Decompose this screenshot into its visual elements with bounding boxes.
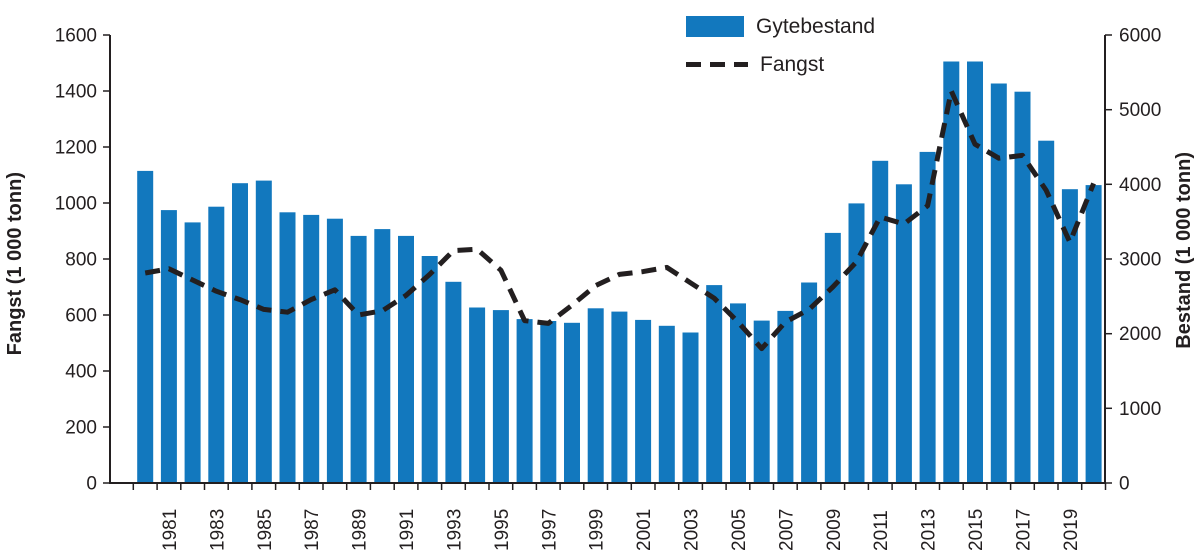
x-tick-label-2001: 2001 bbox=[634, 509, 655, 551]
right-tick-label: 3000 bbox=[1119, 250, 1161, 271]
legend-item-gytebestand: Gytebestand bbox=[686, 16, 875, 37]
bar-1985 bbox=[255, 180, 272, 483]
x-tick-label-2003: 2003 bbox=[682, 509, 703, 551]
bar-2006 bbox=[753, 320, 770, 483]
bar-1982 bbox=[184, 222, 201, 483]
legend: Gytebestand Fangst bbox=[686, 16, 875, 75]
x-tick-label-1999: 1999 bbox=[587, 509, 608, 551]
left-tick-label: 200 bbox=[65, 418, 97, 439]
bar-2017 bbox=[1014, 91, 1031, 483]
bar-1999 bbox=[587, 308, 604, 483]
bar-2014 bbox=[943, 61, 960, 483]
bar-1997 bbox=[540, 321, 557, 483]
bar-2001 bbox=[635, 319, 652, 483]
bar-1989 bbox=[350, 235, 367, 483]
right-tick-label: 6000 bbox=[1119, 26, 1161, 47]
x-tick-label-1981: 1981 bbox=[160, 509, 181, 551]
bar-2016 bbox=[990, 83, 1007, 483]
x-tick-label-1987: 1987 bbox=[302, 509, 323, 551]
bar-1987 bbox=[303, 214, 320, 483]
bar-1981 bbox=[160, 210, 177, 483]
legend-label-gytebestand: Gytebestand bbox=[756, 15, 876, 38]
x-tick-label-1997: 1997 bbox=[539, 509, 560, 551]
bar-2007 bbox=[777, 310, 794, 483]
legend-label-fangst: Fangst bbox=[760, 53, 825, 76]
bar-2010 bbox=[848, 203, 865, 483]
left-tick-label: 1400 bbox=[55, 82, 97, 103]
legend-item-fangst: Fangst bbox=[686, 54, 875, 75]
bar-2005 bbox=[730, 303, 746, 483]
x-tick-label-2007: 2007 bbox=[776, 509, 797, 551]
bar-2000 bbox=[611, 311, 628, 483]
bar-1998 bbox=[564, 322, 580, 483]
x-tick-label-2011: 2011 bbox=[871, 510, 892, 551]
x-tick-label-1989: 1989 bbox=[350, 509, 371, 551]
x-tick-label-2015: 2015 bbox=[966, 509, 987, 551]
bar-2015 bbox=[967, 61, 983, 483]
x-tick-label-2005: 2005 bbox=[729, 509, 750, 551]
x-tick-label-1983: 1983 bbox=[207, 509, 228, 551]
bar-1994 bbox=[469, 307, 486, 483]
left-tick-label: 800 bbox=[65, 250, 97, 271]
x-tick-label-1991: 1991 bbox=[397, 509, 418, 551]
bar-1991 bbox=[398, 235, 414, 483]
bar-2003 bbox=[682, 332, 699, 483]
bar-1984 bbox=[232, 183, 248, 483]
bar-1983 bbox=[208, 206, 225, 483]
bar-2008 bbox=[801, 282, 818, 483]
left-axis-title: Fangst (1 000 tonn) bbox=[4, 172, 26, 356]
bar-1986 bbox=[279, 212, 296, 484]
x-tick-label-2017: 2017 bbox=[1014, 509, 1035, 551]
x-tick-label-2013: 2013 bbox=[919, 509, 940, 551]
bar-1993 bbox=[445, 281, 462, 483]
bar-2019 bbox=[1061, 189, 1078, 483]
x-tick-label-1993: 1993 bbox=[444, 509, 465, 551]
fangst-line bbox=[144, 88, 1096, 352]
right-tick-label: 2000 bbox=[1119, 324, 1161, 345]
fangst-dash-icon bbox=[686, 62, 748, 67]
bar-2004 bbox=[706, 285, 723, 483]
left-tick-label: 400 bbox=[65, 362, 97, 383]
left-tick-label: 1200 bbox=[55, 138, 97, 159]
bar-1995 bbox=[492, 310, 509, 483]
right-tick-label: 5000 bbox=[1119, 100, 1161, 121]
left-tick-label: 1600 bbox=[55, 26, 97, 47]
bar-2002 bbox=[658, 325, 675, 483]
right-tick-label: 4000 bbox=[1119, 175, 1161, 196]
bar-2009 bbox=[824, 232, 841, 483]
x-tick-label-1985: 1985 bbox=[255, 509, 276, 551]
x-tick-label-2019: 2019 bbox=[1061, 509, 1082, 551]
bar-1990 bbox=[374, 229, 391, 483]
right-tick-label: 1000 bbox=[1119, 399, 1161, 420]
left-tick-label: 0 bbox=[86, 474, 97, 495]
x-tick-label-1995: 1995 bbox=[492, 509, 513, 551]
bar-2018 bbox=[1038, 140, 1055, 483]
bar-1988 bbox=[326, 218, 343, 483]
right-axis-title: Bestand (1 000 tonn) bbox=[1173, 152, 1195, 349]
bar-2020 bbox=[1085, 185, 1102, 483]
left-tick-label: 1000 bbox=[55, 194, 97, 215]
bar-1980 bbox=[137, 170, 154, 483]
left-tick-label: 600 bbox=[65, 306, 97, 327]
bar-1992 bbox=[421, 256, 438, 483]
bar-2011 bbox=[872, 160, 889, 484]
gytebestand-swatch-icon bbox=[686, 16, 744, 37]
right-tick-label: 0 bbox=[1119, 474, 1130, 495]
bar-1996 bbox=[516, 319, 533, 483]
x-tick-label-2009: 2009 bbox=[824, 509, 845, 551]
bar-2012 bbox=[895, 184, 912, 484]
bar-2013 bbox=[919, 151, 936, 483]
